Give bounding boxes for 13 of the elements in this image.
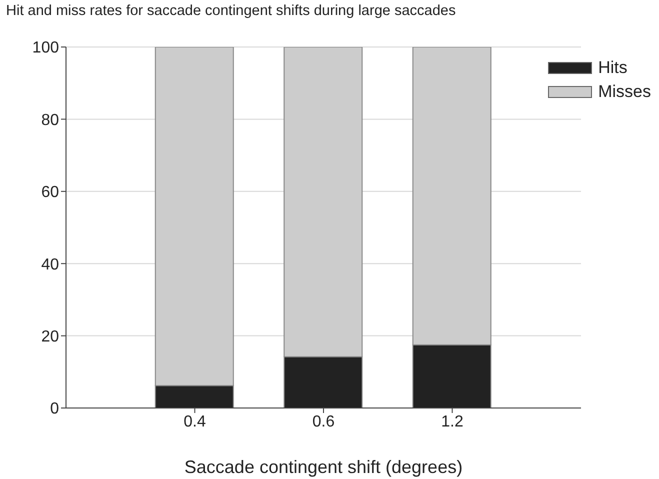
x-axis-title: Saccade contingent shift (degrees)	[184, 457, 463, 477]
legend-label: Hits	[598, 57, 628, 79]
y-tick-label: 100	[32, 40, 60, 57]
y-tick-label: 60	[41, 184, 60, 202]
y-tick-label: 40	[41, 256, 60, 274]
y-tick-label: 20	[41, 328, 60, 346]
legend-label: Misses	[598, 81, 651, 103]
chart-title: Hit and miss rates for saccade contingent shifts during large saccades	[6, 3, 456, 19]
x-tick-label: 1.2	[441, 413, 464, 430]
x-tick-label: 0.6	[312, 413, 335, 430]
x-tick-label: 0.4	[184, 413, 206, 430]
y-tick-label: 80	[41, 112, 60, 129]
y-tick-label: 0	[50, 400, 60, 418]
